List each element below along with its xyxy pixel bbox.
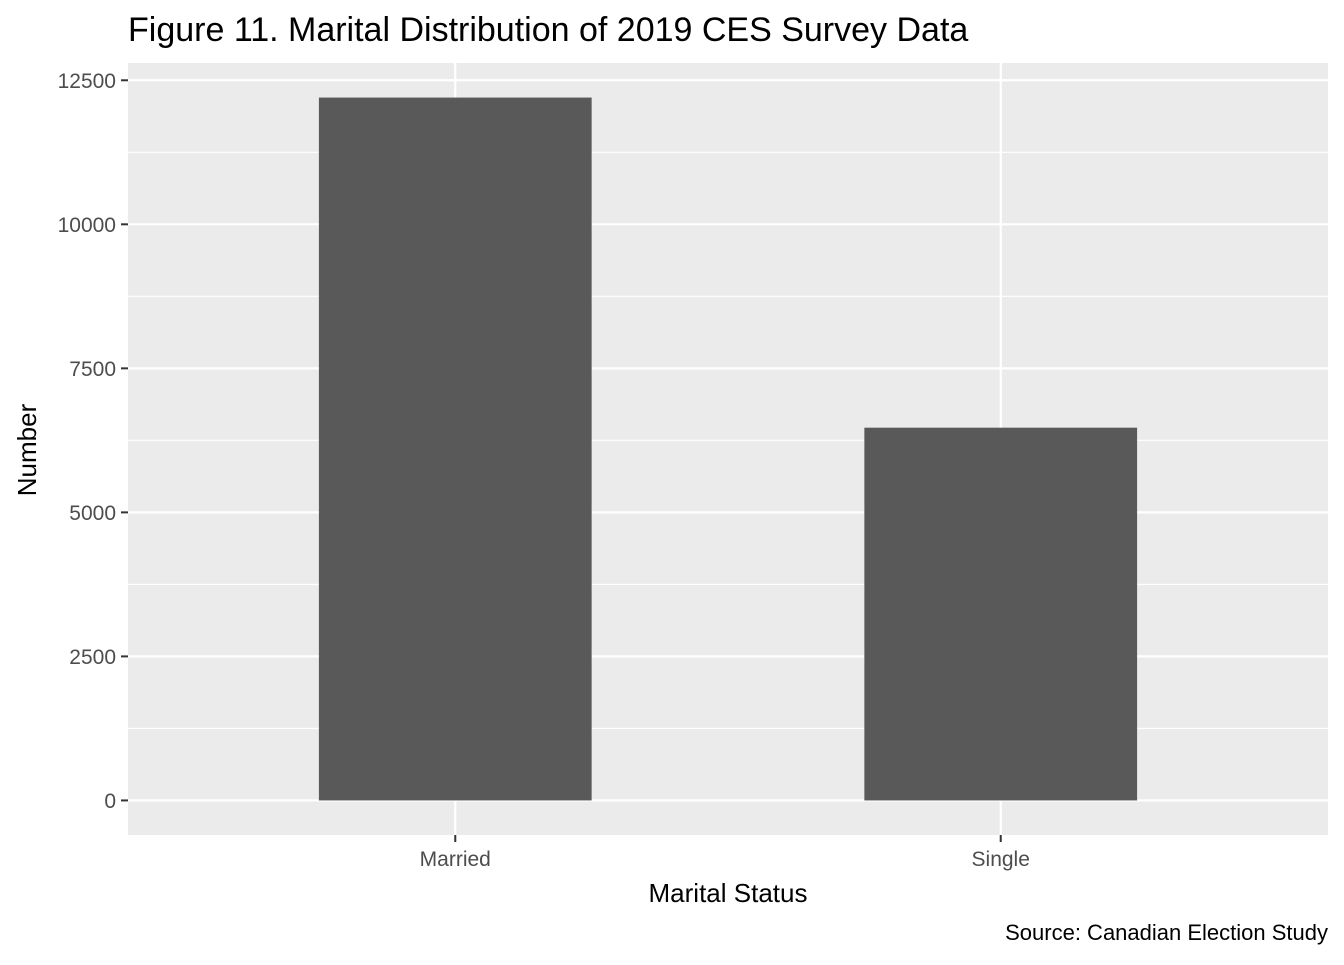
source-caption: Source: Canadian Election Study — [1005, 920, 1328, 945]
chart-title: Figure 11. Marital Distribution of 2019 … — [128, 11, 968, 49]
y-tick-label: 12500 — [58, 70, 116, 93]
y-tick-label: 5000 — [69, 502, 116, 525]
x-axis-title: Marital Status — [649, 878, 808, 908]
y-tick-label: 7500 — [69, 358, 116, 381]
y-tick-label: 0 — [104, 790, 116, 813]
x-tick-label: Single — [972, 848, 1030, 871]
panel-background — [128, 63, 1328, 835]
y-axis-title: Number — [12, 403, 42, 496]
bar-single — [864, 427, 1138, 801]
y-tick-label: 2500 — [69, 646, 116, 669]
bar-married — [318, 97, 592, 801]
bars — [318, 97, 1138, 801]
axes: 0 2500 5000 7500 10000 12500 Married Single — [58, 70, 1030, 871]
plot-panel — [128, 63, 1328, 835]
x-tick-label: Married — [420, 848, 491, 871]
y-tick-label: 10000 — [58, 214, 116, 237]
